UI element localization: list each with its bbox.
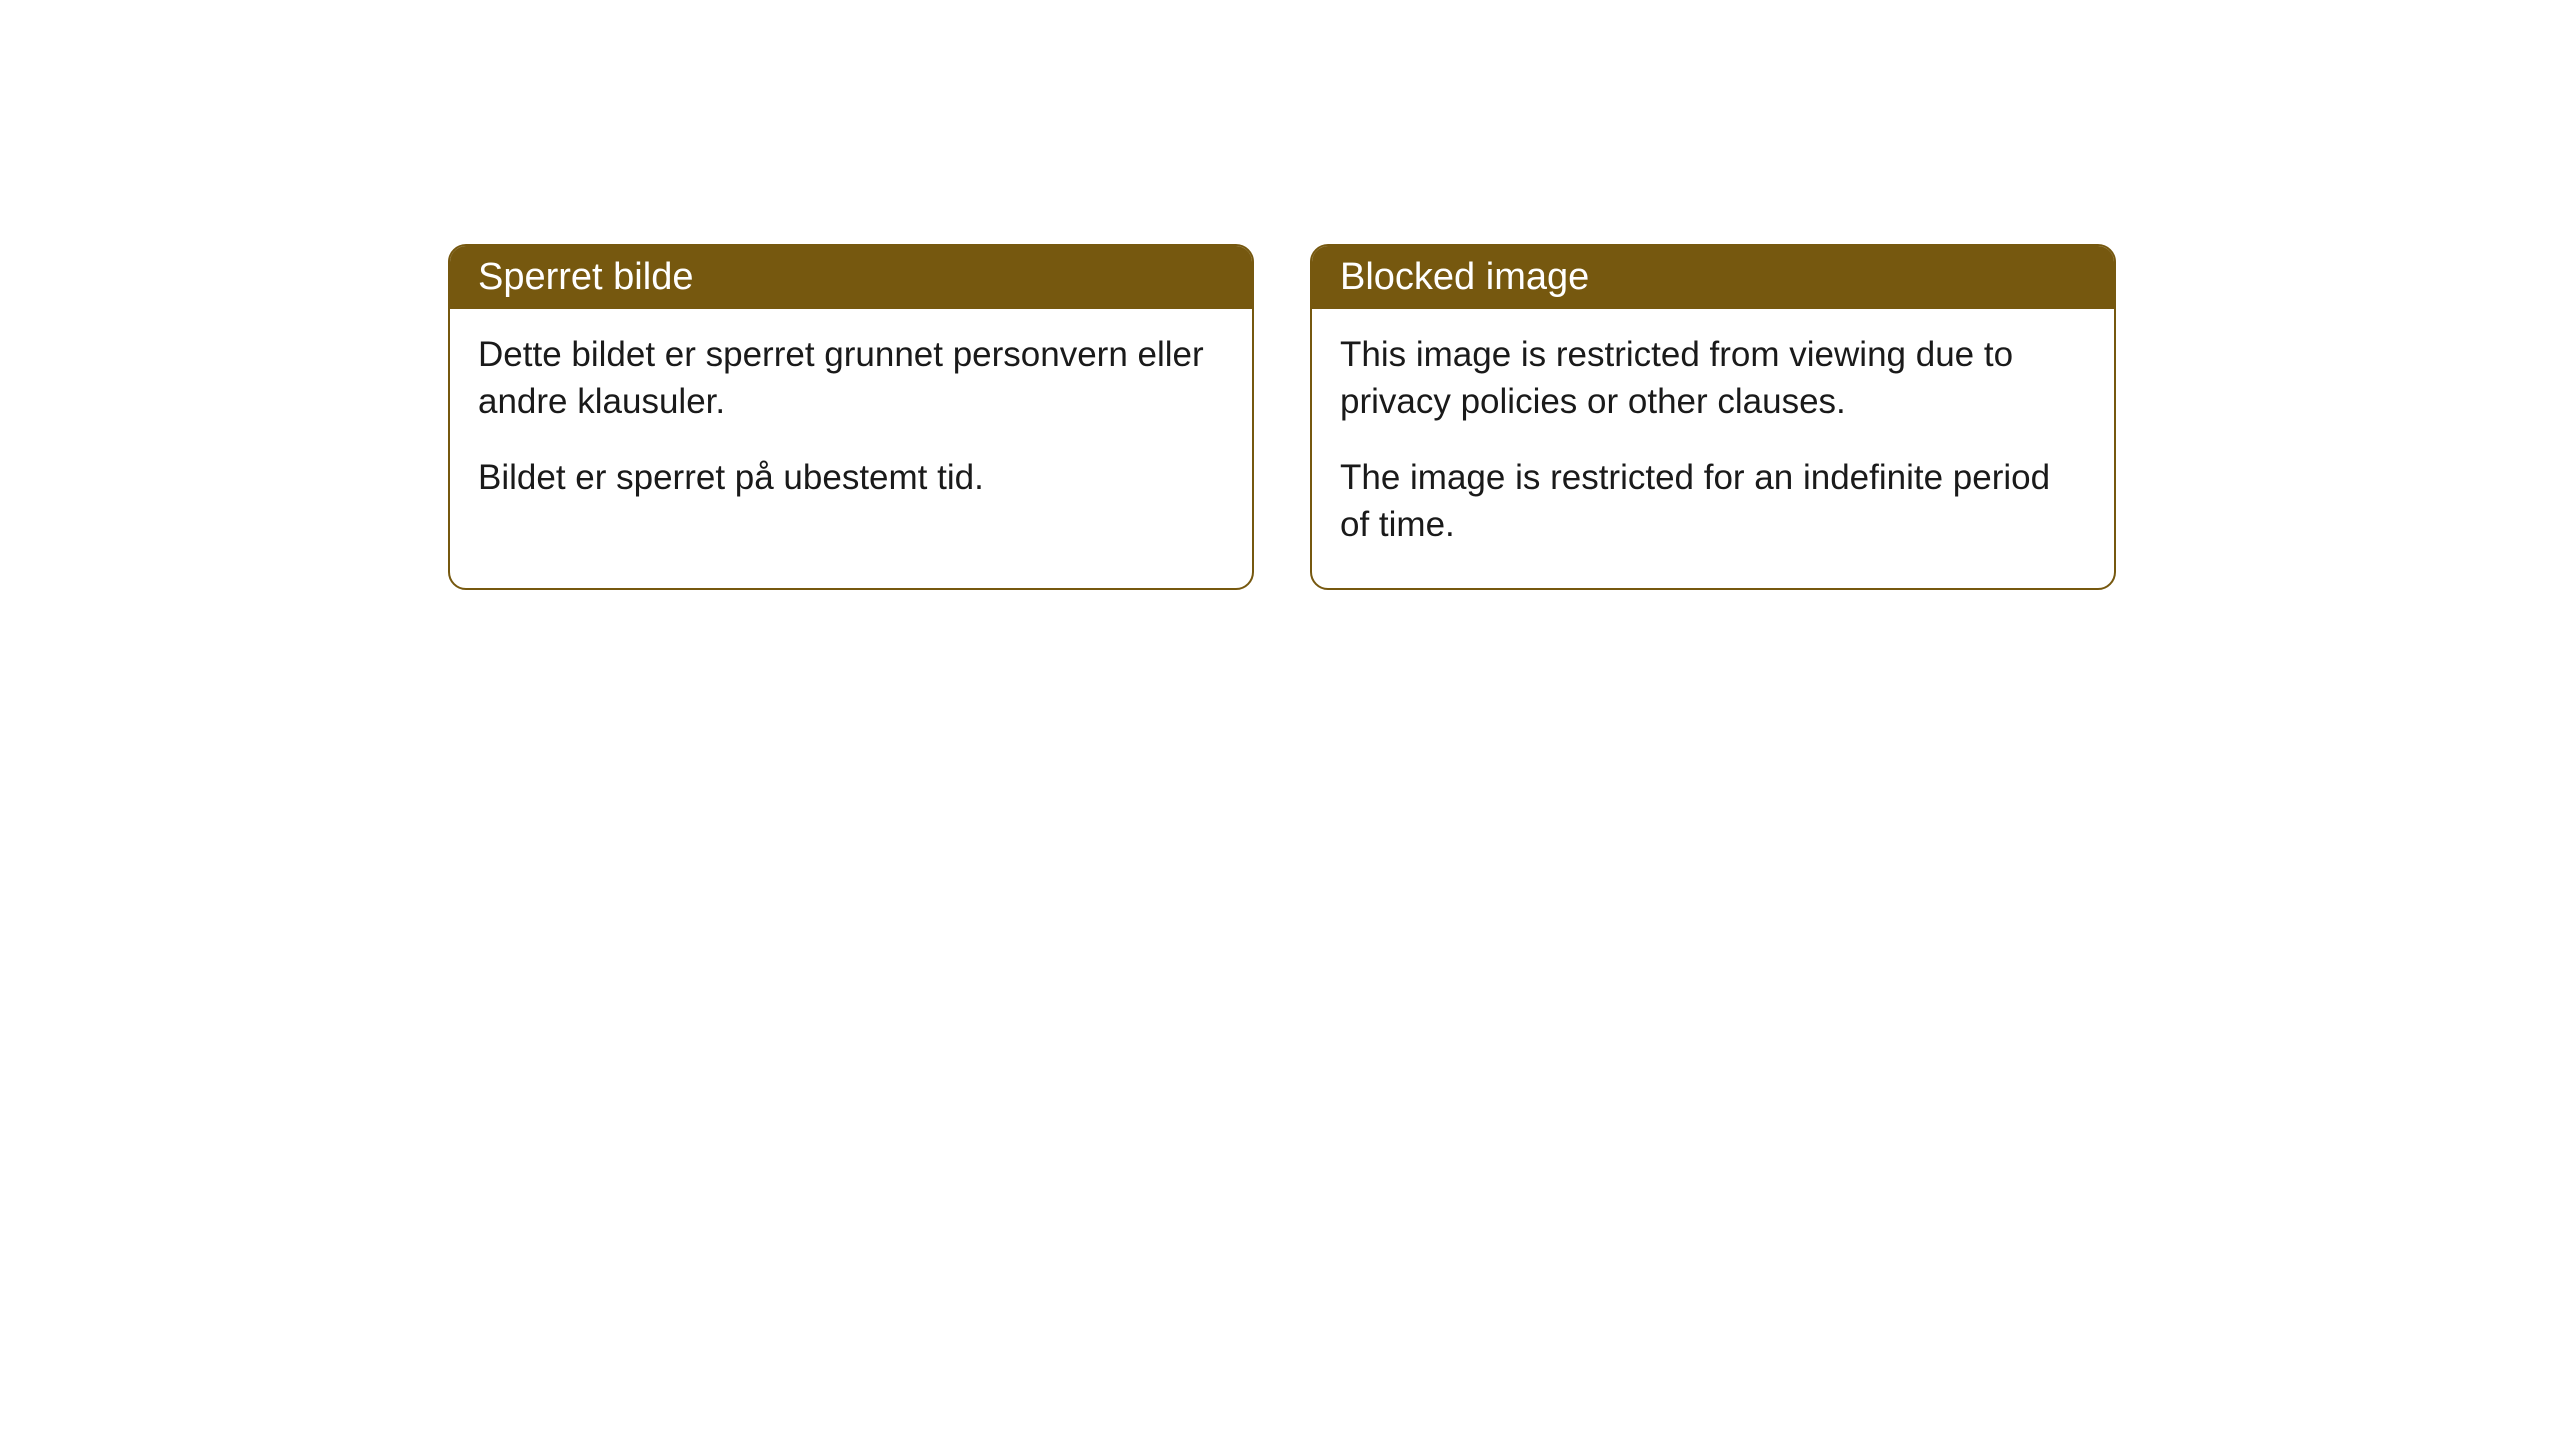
blocked-image-card-en: Blocked image This image is restricted f… bbox=[1310, 244, 2116, 590]
card-body-en: This image is restricted from viewing du… bbox=[1312, 309, 2114, 588]
card-body-no: Dette bildet er sperret grunnet personve… bbox=[450, 309, 1252, 541]
card-title-en: Blocked image bbox=[1340, 256, 1589, 298]
card-text-en-2: The image is restricted for an indefinit… bbox=[1340, 454, 2086, 549]
card-text-no-2: Bildet er sperret på ubestemt tid. bbox=[478, 454, 1224, 501]
card-text-en-1: This image is restricted from viewing du… bbox=[1340, 331, 2086, 426]
card-header-no: Sperret bilde bbox=[450, 246, 1252, 309]
cards-container: Sperret bilde Dette bildet er sperret gr… bbox=[448, 244, 2116, 590]
card-text-no-1: Dette bildet er sperret grunnet personve… bbox=[478, 331, 1224, 426]
blocked-image-card-no: Sperret bilde Dette bildet er sperret gr… bbox=[448, 244, 1254, 590]
card-title-no: Sperret bilde bbox=[478, 256, 693, 298]
card-header-en: Blocked image bbox=[1312, 246, 2114, 309]
